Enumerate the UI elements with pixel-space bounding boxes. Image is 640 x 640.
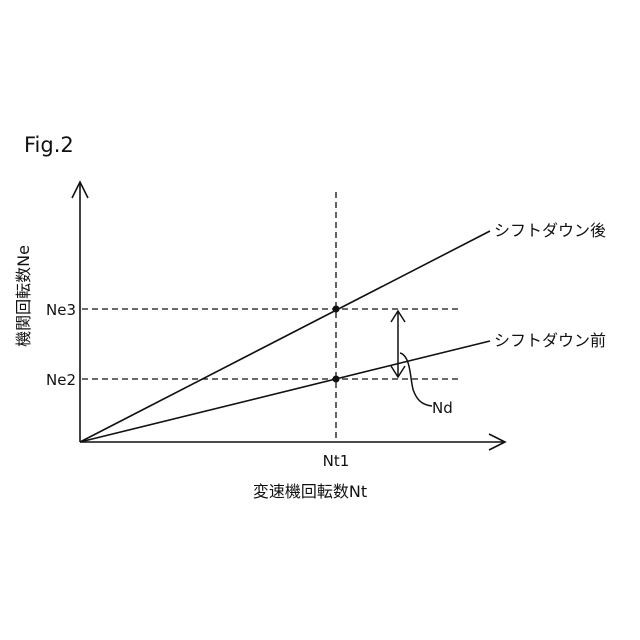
before-shift-down-label: シフトダウン前 xyxy=(494,331,606,350)
nd-label: Nd xyxy=(432,399,453,417)
before-shift-down-line xyxy=(80,341,490,442)
ne2-point xyxy=(333,376,340,383)
y-axis-label: 機関回転数Ne xyxy=(14,245,33,347)
ne3-tick-label: Ne3 xyxy=(46,301,76,319)
nt1-tick-label: Nt1 xyxy=(323,452,350,470)
after-shift-down-label: シフトダウン後 xyxy=(494,221,606,240)
x-axis-label: 変速機回転数Nt xyxy=(253,482,367,501)
ne2-tick-label: Ne2 xyxy=(46,371,76,389)
diagram: Fig.2 Nd Ne3 Ne2 Nt1 変速機回転数Nt 機関回転数Ne シフ… xyxy=(0,0,640,640)
ne3-point xyxy=(333,306,340,313)
after-shift-down-line xyxy=(80,231,490,442)
figure-label: Fig.2 xyxy=(24,133,74,157)
